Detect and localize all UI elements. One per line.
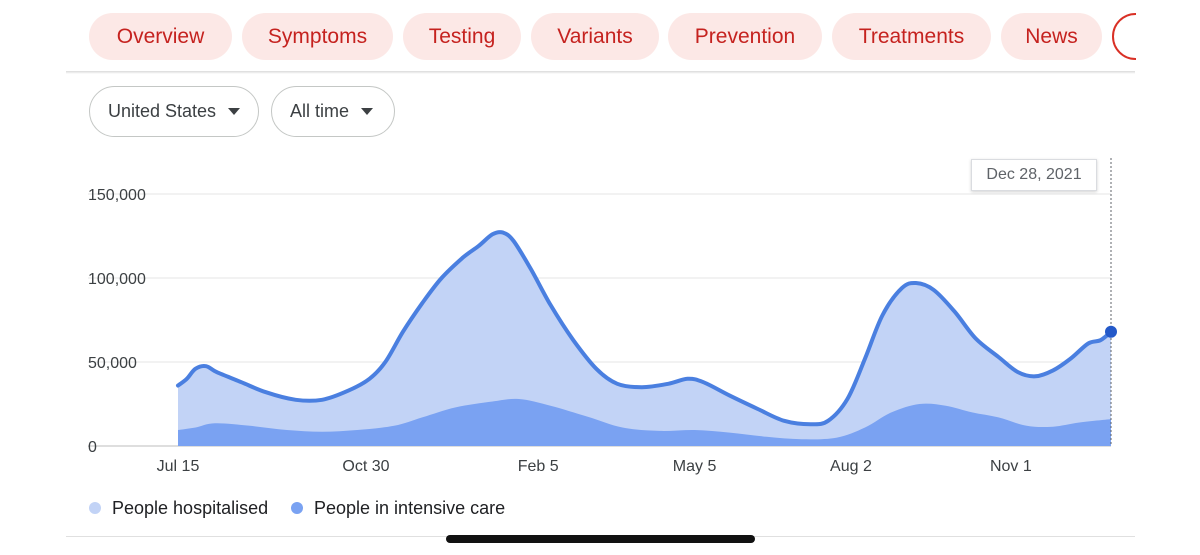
region-dropdown[interactable]: United States bbox=[89, 86, 259, 137]
hospitalised-line bbox=[176, 230, 1113, 427]
home-indicator[interactable] bbox=[446, 535, 755, 543]
topic-tabs: Overview Symptoms Testing Variants Preve… bbox=[0, 0, 1136, 72]
y-tick-label: 150,000 bbox=[88, 187, 146, 204]
caret-down-icon bbox=[361, 108, 374, 115]
highlight-marker bbox=[1105, 325, 1117, 338]
time-range-dropdown[interactable]: All time bbox=[271, 86, 395, 137]
region-value: United States bbox=[108, 101, 217, 121]
tab-variants[interactable]: Variants bbox=[531, 13, 659, 60]
x-tick-label: Jul 15 bbox=[157, 458, 200, 475]
hospitalisation-chart: 0 50,000 100,000 150,000 Jul 15 Oct 30 Feb 5 M… bbox=[88, 158, 1117, 475]
time-range-value: All time bbox=[290, 101, 350, 121]
y-tick-label: 50,000 bbox=[88, 355, 137, 372]
date-tooltip: Dec 28, 2021 bbox=[971, 159, 1097, 191]
x-tick-label: Feb 5 bbox=[518, 458, 559, 475]
tab-testing[interactable]: Testing bbox=[403, 13, 521, 60]
hospitalised-area bbox=[178, 232, 1111, 446]
tab-prevention[interactable]: Prevention bbox=[668, 13, 822, 60]
x-tick-label: Nov 1 bbox=[990, 458, 1032, 475]
tab-overview[interactable]: Overview bbox=[89, 13, 232, 60]
tab-treatments[interactable]: Treatments bbox=[832, 13, 991, 60]
legend-dot-hospitalised bbox=[89, 502, 101, 514]
x-tick-label: Oct 30 bbox=[342, 458, 389, 475]
legend-label: People in intensive care bbox=[314, 497, 506, 518]
legend-hospitalised[interactable]: People hospitalised bbox=[89, 497, 268, 519]
tab-symptoms[interactable]: Symptoms bbox=[242, 13, 393, 60]
x-tick-label: May 5 bbox=[673, 458, 717, 475]
tabs-divider bbox=[66, 71, 1135, 74]
caret-down-icon bbox=[228, 108, 241, 115]
tab-news[interactable]: News bbox=[1001, 13, 1102, 60]
legend-intensive-care[interactable]: People in intensive care bbox=[291, 497, 505, 519]
tab-more-partial[interactable] bbox=[1112, 13, 1136, 60]
x-tick-label: Aug 2 bbox=[830, 458, 872, 475]
y-tick-label: 0 bbox=[88, 439, 97, 456]
legend-dot-intensive-care bbox=[291, 502, 303, 514]
legend-label: People hospitalised bbox=[112, 497, 269, 518]
intensive-care-area bbox=[178, 398, 1111, 446]
y-tick-label: 100,000 bbox=[88, 271, 146, 288]
